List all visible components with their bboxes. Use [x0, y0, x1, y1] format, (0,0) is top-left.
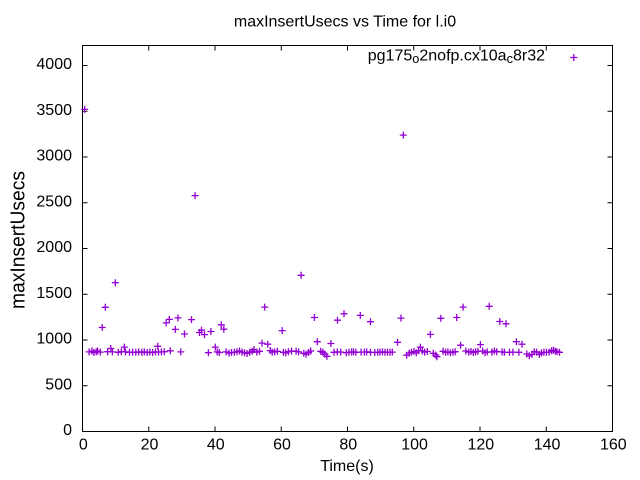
svg-text:1000: 1000	[36, 331, 72, 348]
svg-text:60: 60	[273, 437, 291, 454]
svg-text:160: 160	[600, 437, 627, 454]
svg-text:500: 500	[45, 376, 72, 393]
svg-text:Time(s): Time(s)	[320, 458, 374, 475]
svg-text:140: 140	[534, 437, 561, 454]
svg-text:80: 80	[339, 437, 357, 454]
svg-text:maxInsertUsecs: maxInsertUsecs	[7, 171, 29, 309]
svg-text:maxInsertUsecs vs Time for l.i: maxInsertUsecs vs Time for l.i0	[234, 14, 456, 31]
svg-text:120: 120	[467, 437, 494, 454]
svg-text:0: 0	[63, 422, 72, 439]
svg-text:3000: 3000	[36, 148, 72, 165]
svg-text:1500: 1500	[36, 285, 72, 302]
svg-text:pg175o2nofp.cx10ac8r32: pg175o2nofp.cx10ac8r32	[368, 47, 545, 65]
svg-text:4000: 4000	[36, 56, 72, 73]
svg-text:20: 20	[141, 437, 159, 454]
svg-text:100: 100	[401, 437, 428, 454]
svg-text:2500: 2500	[36, 193, 72, 210]
svg-text:2000: 2000	[36, 239, 72, 256]
svg-text:0: 0	[79, 437, 88, 454]
svg-text:40: 40	[207, 437, 225, 454]
svg-text:3500: 3500	[36, 102, 72, 119]
